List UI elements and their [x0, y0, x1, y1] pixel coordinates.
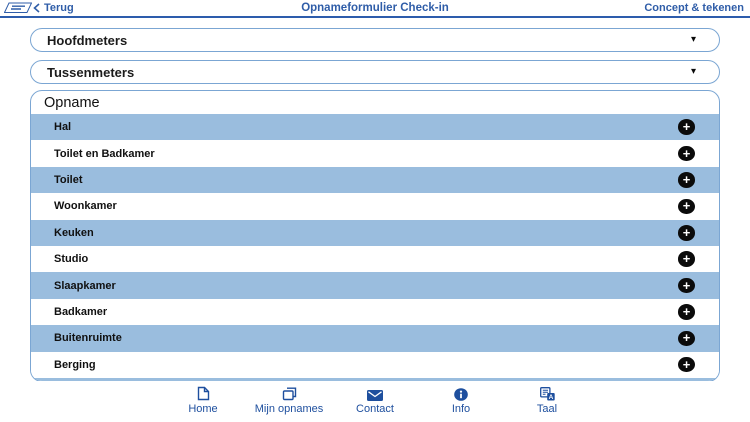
room-label: Hal	[54, 121, 72, 134]
add-room-entry-button[interactable]: +	[678, 119, 695, 135]
copy-pages-icon	[282, 386, 297, 401]
accordion-label: Tussenmeters	[47, 64, 135, 80]
accordion-label: Hoofdmeters	[47, 32, 128, 48]
add-room-entry-button[interactable]: +	[678, 304, 695, 320]
svg-text:A: A	[548, 394, 553, 401]
room-row-badkamer[interactable]: Badkamer +	[31, 298, 719, 326]
tab-info[interactable]: Info	[429, 386, 493, 422]
room-label: Studio	[54, 253, 89, 266]
chevron-left-icon	[33, 3, 40, 13]
room-row-hal[interactable]: Hal +	[31, 114, 719, 141]
page-title: Opnameformulier Check-in	[301, 2, 449, 14]
add-room-entry-button[interactable]: +	[678, 330, 695, 347]
company-logo-icon	[4, 2, 32, 14]
accordion-tussenmeters[interactable]: Tussenmeters ▾	[30, 60, 720, 84]
info-circle-icon	[454, 386, 468, 401]
chevron-down-icon: ▾	[690, 66, 696, 77]
bottom-tab-bar: Home Mijn opnames Contact	[0, 381, 750, 422]
opname-panel: Opname Hal + Toilet en Badkamer + Toilet…	[30, 90, 720, 382]
room-row-keuken[interactable]: Keuken +	[31, 219, 719, 246]
room-label: Toilet en Badkamer	[54, 147, 155, 160]
room-label: Keuken	[54, 226, 94, 239]
add-room-entry-button[interactable]: +	[678, 356, 695, 373]
tab-label: Contact	[356, 403, 394, 415]
tab-contact[interactable]: Contact	[343, 386, 407, 422]
room-row-buitenruimte[interactable]: Buitenruimte +	[31, 325, 719, 352]
partially-visible-row	[31, 377, 719, 381]
opname-panel-title: Opname	[44, 95, 100, 111]
add-room-entry-button[interactable]: +	[678, 251, 695, 267]
room-label: Woonkamer	[54, 200, 117, 213]
room-row-toilet-en-badkamer[interactable]: Toilet en Badkamer +	[31, 140, 719, 167]
tab-mijn-opnames[interactable]: Mijn opnames	[254, 386, 324, 422]
translate-icon: A	[539, 386, 555, 401]
room-row-toilet[interactable]: Toilet +	[31, 166, 719, 194]
room-row-studio[interactable]: Studio +	[31, 245, 719, 273]
add-room-entry-button[interactable]: +	[678, 145, 695, 162]
room-label: Berging	[54, 358, 96, 371]
back-button[interactable]: Terug	[33, 2, 74, 14]
accordion-hoofdmeters[interactable]: Hoofdmeters ▾	[30, 28, 720, 52]
concept-tekenen-button[interactable]: Concept & tekenen	[644, 2, 744, 14]
top-navbar: Terug Opnameformulier Check-in Concept &…	[0, 0, 750, 18]
room-row-woonkamer[interactable]: Woonkamer +	[31, 193, 719, 220]
add-room-entry-button[interactable]: +	[678, 198, 695, 215]
tab-label: Mijn opnames	[254, 403, 324, 415]
add-room-entry-button[interactable]: +	[678, 225, 695, 241]
room-label: Badkamer	[54, 305, 108, 318]
room-row-slaapkamer[interactable]: Slaapkamer +	[31, 272, 719, 299]
room-row-berging[interactable]: Berging +	[31, 351, 719, 378]
add-room-entry-button[interactable]: +	[678, 277, 695, 294]
room-label: Slaapkamer	[54, 279, 116, 292]
tab-label: Info	[451, 403, 471, 415]
tab-label: Taal	[536, 403, 558, 415]
add-room-entry-button[interactable]: +	[678, 172, 695, 188]
room-label: Buitenruimte	[54, 332, 122, 345]
tab-label: Home	[188, 403, 218, 415]
room-label: Toilet	[54, 173, 83, 186]
tab-home[interactable]: Home	[171, 386, 235, 422]
chevron-down-icon: ▾	[690, 34, 696, 45]
tab-taal[interactable]: A Taal	[515, 386, 579, 422]
back-label: Terug	[44, 2, 74, 14]
page-icon	[197, 386, 210, 401]
envelope-icon	[367, 386, 383, 401]
